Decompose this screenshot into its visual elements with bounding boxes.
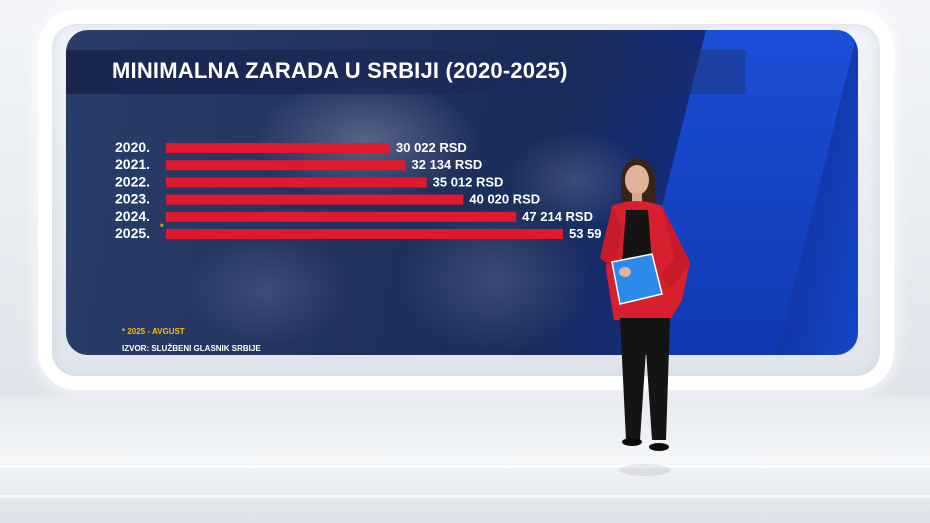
value-label: 47 214 RSD [522, 209, 593, 224]
chart-title: MINIMALNA ZARADA U SRBIJI (2020-2025) [112, 58, 568, 83]
bar [166, 194, 464, 205]
bar [166, 160, 406, 171]
bar [166, 229, 563, 239]
category-label: 2025. [115, 225, 150, 241]
bar [166, 143, 390, 153]
category-label: 2024. [115, 208, 150, 224]
video-wall-frame [38, 10, 894, 390]
video-wall-screen [66, 30, 858, 355]
bar [166, 211, 517, 222]
category-label: 2023. [115, 191, 150, 207]
category-label: 2021. [115, 156, 150, 172]
category-label: 2020. [115, 139, 150, 155]
category-label: 2022. [115, 173, 150, 189]
value-label: 53 59 [569, 226, 602, 241]
value-label: 32 134 RSD [412, 157, 483, 172]
value-label: 35 012 RSD [433, 174, 504, 189]
footnote: * 2025 - AVGUST [122, 327, 185, 336]
studio-floor [0, 395, 930, 523]
value-label: 30 022 RSD [396, 140, 467, 155]
value-label: 40 020 RSD [469, 192, 540, 207]
source-note: IZVOR: SLUŽBENI GLASNIK SRBIJE [122, 344, 261, 353]
title-band [66, 50, 746, 94]
footnote-marker: * [160, 222, 164, 232]
bar [166, 177, 427, 188]
